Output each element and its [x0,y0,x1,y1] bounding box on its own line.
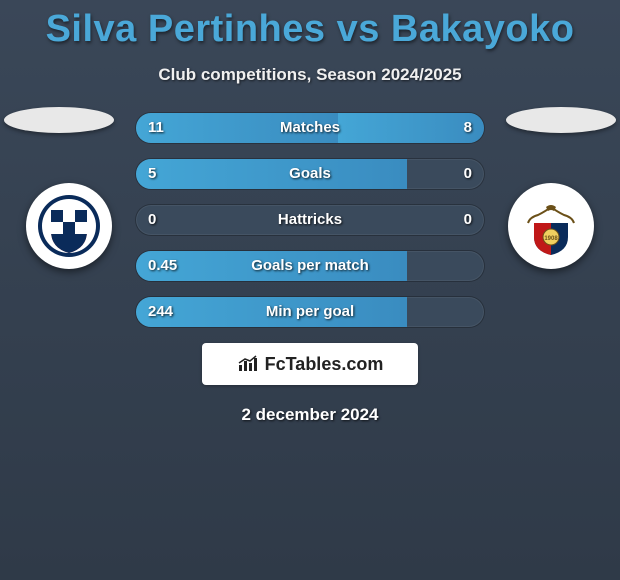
date-label: 2 december 2024 [0,405,620,425]
page-subtitle: Club competitions, Season 2024/2025 [0,65,620,85]
team-badge-right: 1908 [508,183,594,269]
stat-label: Hattricks [136,205,484,235]
casertana-crest-icon: 1908 [518,193,584,259]
team-badge-left [26,183,112,269]
stat-row: 244Min per goal [136,297,484,327]
stat-label: Goals [136,159,484,189]
player-photo-right-placeholder [506,107,616,133]
stat-row: 0.45Goals per match [136,251,484,281]
brand-label: FcTables.com [265,354,384,375]
stat-label: Min per goal [136,297,484,327]
stat-value-right: 0 [464,159,472,189]
stat-row: 0Hattricks0 [136,205,484,235]
chart-icon [237,355,259,373]
stat-label: Matches [136,113,484,143]
svg-text:1908: 1908 [544,236,558,242]
stat-row: 11Matches8 [136,113,484,143]
brand-attribution: FcTables.com [202,343,418,385]
stat-value-right: 0 [464,205,472,235]
comparison-panel: 1908 11Matches85Goals00Hattricks00.45Goa… [0,113,620,425]
stat-row: 5Goals0 [136,159,484,189]
stat-value-right: 8 [464,113,472,143]
crotone-crest-icon [36,193,102,259]
stat-label: Goals per match [136,251,484,281]
player-photo-left-placeholder [4,107,114,133]
stat-bars: 11Matches85Goals00Hattricks00.45Goals pe… [136,113,484,327]
page-title: Silva Pertinhes vs Bakayoko [0,0,620,51]
